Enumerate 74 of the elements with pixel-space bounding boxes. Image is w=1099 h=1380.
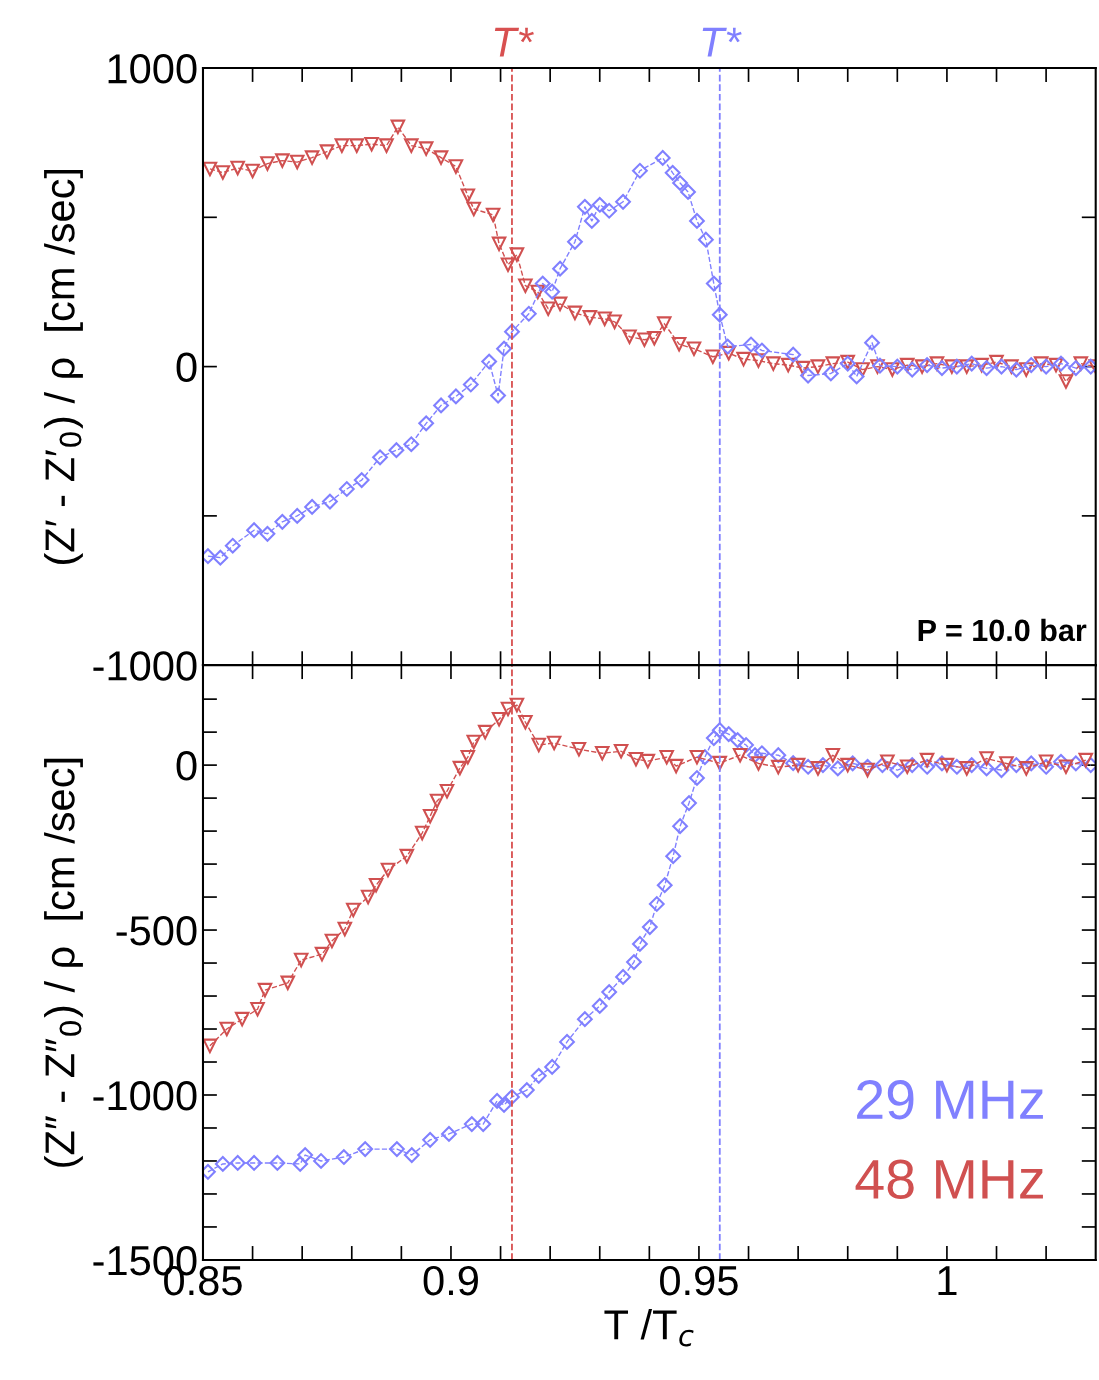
point (439, 783, 455, 799)
y-tick-label: -1000 (93, 651, 197, 681)
y-axis-title: (Z′ - Z′$_{0}$) / ρ [cm /sec] (44, 169, 83, 565)
point (324, 933, 340, 949)
point (939, 757, 955, 773)
x-tick-label: 0.95 (660, 1265, 738, 1296)
point (280, 975, 296, 991)
point (1078, 752, 1094, 768)
point (219, 1021, 235, 1037)
point (790, 757, 806, 773)
point (771, 759, 786, 775)
y-tick-label: -1000 (93, 1081, 197, 1111)
point (959, 761, 975, 776)
point (546, 735, 562, 751)
point (509, 697, 525, 713)
point (613, 743, 629, 759)
point (360, 889, 376, 905)
y-axis-title: (Z″ - Z″$_{0}$) / ρ [cm /sec] (44, 758, 83, 1167)
point (429, 793, 445, 809)
y-tick-label: 1000 (108, 54, 197, 84)
text: 48 MHz (855, 1159, 1043, 1199)
point (825, 747, 841, 763)
y-tick-label: -500 (116, 916, 197, 946)
point (477, 724, 493, 740)
point (899, 759, 915, 775)
point (999, 756, 1014, 771)
point (518, 714, 533, 730)
ref-line-label: T* (494, 27, 534, 57)
point (668, 758, 684, 774)
point (594, 745, 610, 761)
point (314, 946, 330, 962)
point (1038, 754, 1054, 770)
y-tick-label: 0 (176, 751, 197, 781)
x-tick-label: 0.9 (423, 1265, 478, 1296)
point (1018, 761, 1034, 776)
x-axis-title: T /T$_{c}$ (604, 1308, 694, 1347)
point (628, 751, 644, 767)
point (840, 757, 856, 773)
point (979, 751, 994, 766)
text: 29 MHz (857, 1080, 1043, 1120)
point (368, 877, 384, 893)
point (1058, 759, 1074, 775)
point (234, 1011, 250, 1027)
point (452, 760, 468, 776)
point (640, 753, 656, 769)
point (250, 1001, 265, 1017)
ref-line-label: T* (702, 27, 742, 57)
y-tick-label: 0 (176, 352, 197, 383)
point (531, 737, 547, 753)
point (659, 749, 674, 765)
point (860, 762, 875, 778)
point (337, 921, 353, 937)
point (380, 862, 396, 878)
point (712, 755, 728, 771)
point (732, 747, 748, 763)
point (919, 752, 935, 768)
point (293, 952, 309, 968)
point (345, 902, 361, 918)
point (460, 749, 476, 765)
point (571, 741, 587, 757)
point (500, 701, 516, 717)
point (414, 825, 430, 841)
annotation: P = 10.0 bar (918, 618, 1087, 642)
point (751, 756, 766, 771)
point (257, 982, 273, 998)
point (689, 749, 705, 765)
x-tick-label: 1 (938, 1266, 957, 1295)
point (422, 808, 438, 824)
point (810, 761, 826, 776)
point (880, 754, 895, 770)
point (399, 848, 415, 864)
point (466, 734, 482, 750)
point (491, 711, 507, 727)
point (202, 1038, 218, 1054)
